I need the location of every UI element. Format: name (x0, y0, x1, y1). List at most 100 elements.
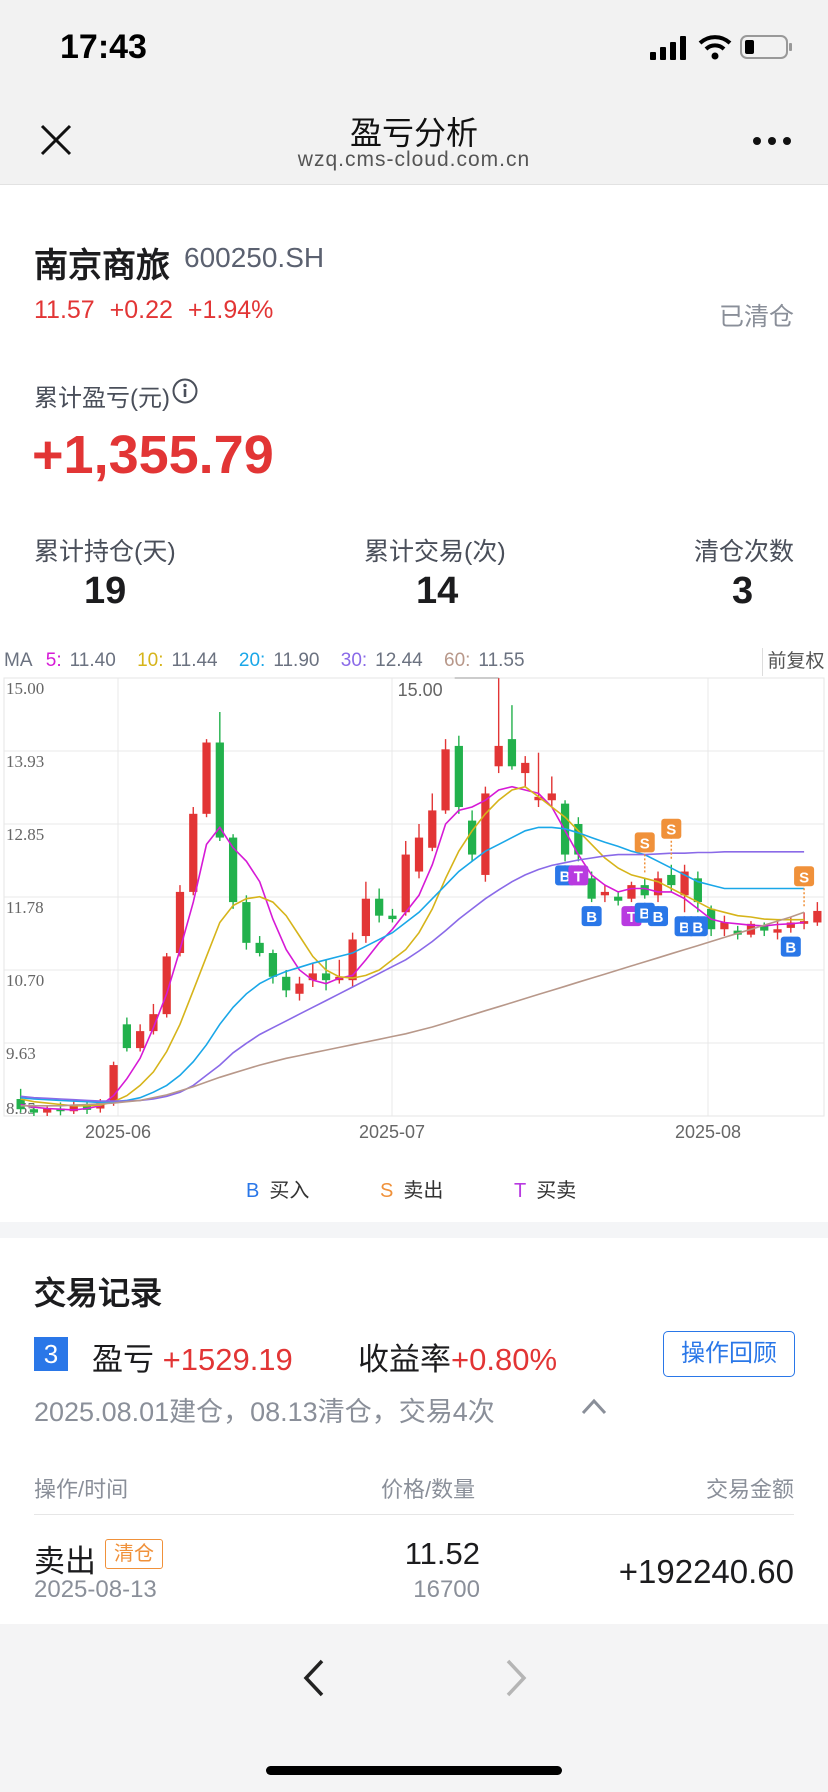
legend-buy: B 买入 (246, 1180, 310, 1202)
candle-body (109, 1065, 118, 1103)
trade-marker-label: S (666, 822, 676, 839)
position-status: 已清仓 (718, 303, 794, 331)
row-amount: +192240.60 (618, 1553, 794, 1590)
info-icon[interactable] (172, 378, 198, 404)
candle-body (29, 1109, 39, 1113)
trade-marker-label: T (627, 909, 636, 926)
candle-body (680, 871, 689, 896)
more-icon[interactable] (752, 136, 792, 146)
close-icon[interactable] (40, 124, 72, 156)
trade-marker-B (648, 906, 669, 927)
col-price-qty: 价格/数量 (381, 1477, 476, 1502)
trade-count-value: 14 (416, 570, 459, 612)
records-title: 交易记录 (34, 1275, 163, 1311)
record-pl: 盈亏 +1529.19 (92, 1342, 293, 1377)
back-icon[interactable] (300, 1658, 328, 1698)
candle-body (720, 922, 729, 930)
candle-body (521, 762, 530, 774)
candle-body (600, 891, 610, 896)
x-tick-label: 2025-06 (85, 1122, 151, 1142)
col-amount: 交易金额 (705, 1477, 794, 1502)
candle-body (414, 837, 424, 872)
y-tick-label: 12.85 (6, 825, 44, 844)
candle-body (547, 793, 556, 801)
row-date: 2025-08-13 (34, 1576, 157, 1603)
ma10: 10: 11.44 (137, 650, 218, 671)
kline-chart[interactable]: 15.0013.9312.8511.7810.709.638.552025-06… (0, 676, 828, 1146)
holding-days-value: 19 (84, 570, 127, 612)
ma-line-5 (20, 785, 805, 1111)
pnl-value: +1,355.79 (32, 425, 274, 485)
adjust-toggle[interactable]: 前复权 (762, 648, 828, 676)
candle-body (255, 942, 264, 954)
ma-line-10 (20, 785, 805, 1107)
trade-marker-S (661, 818, 682, 839)
candle-body (534, 796, 543, 801)
candle-body (321, 973, 331, 981)
trade-marker-label: S (640, 835, 650, 852)
browser-toolbar (0, 1624, 828, 1792)
ma-prefix: MA (4, 650, 33, 671)
trade-marker-label: B (586, 909, 597, 926)
clear-count-value: 3 (732, 570, 754, 612)
trade-marker-label: B (639, 906, 650, 923)
x-tick-label: 2025-07 (359, 1122, 425, 1142)
candle-body (773, 929, 782, 933)
table-divider (34, 1514, 794, 1515)
candle-body (189, 813, 198, 892)
ma-indicator-row: MA 5: 11.40 10: 11.44 20: 11.90 30: 12.44 60… (4, 650, 541, 672)
candle-body (786, 922, 795, 928)
legend-trade: T 买卖 (514, 1180, 577, 1202)
pnl-label: 累计盈亏(元) (34, 385, 170, 412)
x-tick-label: 2025-08 (675, 1122, 741, 1142)
stock-price: 11.57 (34, 296, 95, 324)
candle-body (693, 878, 702, 903)
y-tick-label: 10.70 (6, 971, 44, 990)
y-tick-label: 11.78 (6, 898, 44, 917)
trade-count-label: 累计交易(次) (364, 538, 506, 566)
status-bar: 17:43 (0, 0, 828, 96)
stock-code: 600250.SH (184, 242, 325, 273)
candle-body (162, 956, 171, 1015)
holding-days-label: 累计持仓(天) (34, 538, 176, 566)
trade-marker-S (634, 832, 655, 853)
candle-body (215, 742, 224, 838)
candle-body (242, 902, 251, 943)
stock-quote: 11.57 +0.22 +1.94% (34, 296, 273, 325)
candle-body (667, 874, 676, 886)
forward-icon[interactable] (502, 1658, 530, 1698)
trade-marker-B (780, 936, 801, 957)
ma20: 20: 11.90 (238, 650, 320, 671)
row-qty: 16700 (413, 1576, 480, 1603)
section-divider (0, 1222, 828, 1238)
candle-body (481, 793, 490, 875)
home-indicator (266, 1766, 562, 1775)
candle-body (202, 742, 211, 814)
row-tag: 清仓 (105, 1539, 163, 1569)
candle-body (282, 976, 291, 991)
record-summary: 2025.08.01建仓，08.13清仓，交易4次 (34, 1397, 495, 1427)
candle-body (175, 891, 185, 954)
trade-marker-label: T (574, 868, 583, 885)
ma5: 5: 11.40 (45, 650, 116, 671)
candle-body (136, 1031, 145, 1049)
trade-marker-T (568, 865, 589, 886)
candle-body (454, 745, 463, 808)
ma30: 30: 12.44 (340, 650, 423, 671)
candle-body (760, 925, 769, 931)
candle-body (122, 1024, 131, 1049)
candle-body (614, 896, 623, 901)
chevron-up-icon[interactable] (580, 1396, 608, 1416)
trade-marker-B (581, 906, 602, 927)
y-tick-label: 13.93 (6, 752, 44, 771)
review-button[interactable]: 操作回顾 (663, 1331, 795, 1377)
status-time: 17:43 (60, 28, 147, 66)
y-tick-label: 15.00 (6, 679, 44, 698)
ma-line-30 (20, 851, 805, 1102)
battery-icon (740, 35, 792, 59)
candle-body (388, 915, 397, 920)
candle-body (295, 983, 304, 994)
candle-body (375, 898, 384, 916)
wifi-icon (698, 35, 732, 60)
candle-body (441, 749, 450, 811)
